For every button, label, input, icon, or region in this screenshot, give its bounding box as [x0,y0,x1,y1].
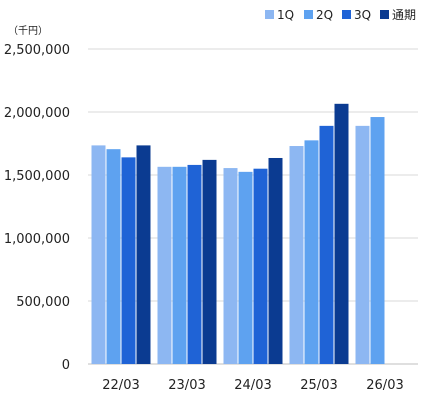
bars [91,103,385,364]
x-tick-label: 22/03 [102,378,139,393]
bar-1Q-23-03 [157,166,172,364]
bar-通期-25-03 [334,103,349,364]
bar-3Q-23-03 [187,164,202,364]
bar-3Q-24-03 [253,168,268,364]
bar-3Q-22-03 [121,157,136,364]
x-tick-label: 23/03 [168,378,205,393]
legend-label: 1Q [277,8,294,22]
bar-2Q-24-03 [238,171,253,364]
y-tick-label: 500,000 [16,295,70,310]
x-tick-label: 25/03 [300,378,337,393]
bar-1Q-24-03 [223,168,238,364]
y-tick-label: 1,000,000 [4,232,70,247]
y-tick-label: 1,500,000 [4,169,70,184]
bar-通期-22-03 [136,145,151,364]
bar-2Q-23-03 [172,166,187,364]
bar-2Q-25-03 [304,140,319,364]
bar-3Q-25-03 [319,125,334,364]
bar-2Q-22-03 [106,149,121,364]
y-tick-label: 2,500,000 [4,43,70,58]
x-axis-tick-labels: 22/03 23/03 24/03 25/03 26/03 [102,378,403,393]
bar-1Q-25-03 [289,146,304,364]
legend-label: 通期 [392,8,416,22]
legend-label: 2Q [316,8,333,22]
y-axis-tick-labels: 0 500,000 1,000,000 1,500,000 2,000,000 2,500… [4,43,70,373]
bar-1Q-22-03 [91,145,106,364]
legend-swatch [304,10,313,19]
bar-2Q-26-03 [370,117,385,364]
legend-swatch [342,10,351,19]
x-tick-label: 24/03 [234,378,271,393]
y-tick-label: 0 [62,358,70,373]
bar-通期-24-03 [268,157,283,364]
legend-swatch [380,10,389,19]
legend-label: 3Q [354,8,371,22]
bar-1Q-26-03 [355,125,370,364]
x-tick-label: 26/03 [366,378,403,393]
y-tick-label: 2,000,000 [4,106,70,121]
bar-通期-23-03 [202,159,217,364]
legend: 1Q 2Q 3Q 通期 [265,8,416,22]
legend-swatch [265,10,274,19]
y-axis-unit-label: （千円） [8,25,48,37]
